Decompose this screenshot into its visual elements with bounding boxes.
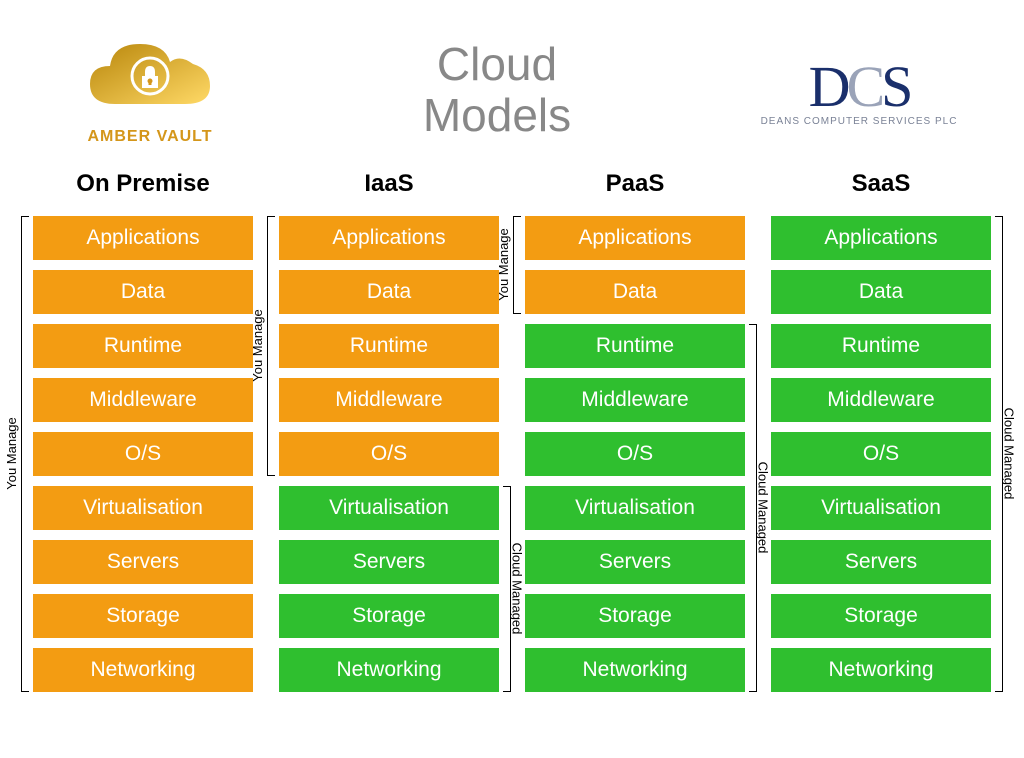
column-header: SaaS	[771, 170, 991, 198]
layer-o-s: O/S	[525, 432, 745, 476]
layer-storage: Storage	[279, 594, 499, 638]
layer-runtime: Runtime	[771, 324, 991, 368]
layers: Applications Data Runtime Middleware O/S Virt…	[771, 216, 991, 692]
cloud-lock-icon	[85, 34, 215, 119]
layer-applications: Applications	[771, 216, 991, 260]
bracket-you_manage	[267, 216, 275, 476]
layer-o-s: O/S	[771, 432, 991, 476]
column-on-premise: On Premise Applications Data Runtime Middlew…	[33, 170, 253, 692]
dcs-subtitle: DEANS COMPUTER SERVICES PLC	[744, 116, 974, 127]
bracket-you_manage	[513, 216, 521, 314]
layer-applications: Applications	[279, 216, 499, 260]
layer-servers: Servers	[279, 540, 499, 584]
layer-networking: Networking	[279, 648, 499, 692]
dcs-logo: DCS DEANS COMPUTER SERVICES PLC	[744, 53, 974, 127]
bracket-label-cloud_managed: Cloud Managed	[756, 462, 771, 554]
layer-servers: Servers	[33, 540, 253, 584]
column-paas: PaaS Applications Data Runtime Middleware O/S…	[525, 170, 745, 692]
layer-middleware: Middleware	[771, 378, 991, 422]
layer-data: Data	[279, 270, 499, 314]
column-iaas: IaaS Applications Data Runtime Middleware O/S…	[279, 170, 499, 692]
column-header: PaaS	[525, 170, 745, 198]
bracket-label-cloud_managed: Cloud Managed	[1002, 408, 1017, 500]
layer-data: Data	[33, 270, 253, 314]
layer-networking: Networking	[33, 648, 253, 692]
layer-o-s: O/S	[279, 432, 499, 476]
layer-virtualisation: Virtualisation	[771, 486, 991, 530]
column-header: On Premise	[33, 170, 253, 198]
layer-middleware: Middleware	[525, 378, 745, 422]
layer-applications: Applications	[525, 216, 745, 260]
layer-virtualisation: Virtualisation	[525, 486, 745, 530]
layer-servers: Servers	[525, 540, 745, 584]
layer-storage: Storage	[525, 594, 745, 638]
layer-virtualisation: Virtualisation	[33, 486, 253, 530]
layer-middleware: Middleware	[279, 378, 499, 422]
amber-vault-text: AMBER VAULT	[50, 128, 250, 146]
title-line-1: Cloud	[437, 38, 557, 90]
title-line-2: Models	[423, 89, 571, 141]
layer-runtime: Runtime	[33, 324, 253, 368]
layer-networking: Networking	[771, 648, 991, 692]
layer-runtime: Runtime	[525, 324, 745, 368]
page-title: Cloud Models	[250, 39, 744, 140]
columns-container: On Premise Applications Data Runtime Middlew…	[0, 170, 1024, 692]
layer-storage: Storage	[771, 594, 991, 638]
bracket-label-you_manage: You Manage	[250, 309, 265, 382]
layer-servers: Servers	[771, 540, 991, 584]
layer-storage: Storage	[33, 594, 253, 638]
column-header: IaaS	[279, 170, 499, 198]
bracket-label-cloud_managed: Cloud Managed	[510, 543, 525, 635]
amber-vault-logo: AMBER VAULT	[50, 34, 250, 146]
bracket-label-you_manage: You Manage	[496, 228, 511, 301]
layer-middleware: Middleware	[33, 378, 253, 422]
layers: Applications Data Runtime Middleware O/S Virt…	[525, 216, 745, 692]
layer-virtualisation: Virtualisation	[279, 486, 499, 530]
layer-data: Data	[771, 270, 991, 314]
layer-runtime: Runtime	[279, 324, 499, 368]
layer-o-s: O/S	[33, 432, 253, 476]
column-saas: SaaS Applications Data Runtime Middleware O/S…	[771, 170, 991, 692]
header: AMBER VAULT Cloud Models DCS DEANS COMPU…	[0, 0, 1024, 170]
layer-data: Data	[525, 270, 745, 314]
layers: Applications Data Runtime Middleware O/S Virt…	[33, 216, 253, 692]
layers: Applications Data Runtime Middleware O/S Virt…	[279, 216, 499, 692]
bracket-you_manage	[21, 216, 29, 692]
layer-applications: Applications	[33, 216, 253, 260]
bracket-label-you_manage: You Manage	[4, 417, 19, 490]
layer-networking: Networking	[525, 648, 745, 692]
dcs-brand: DCS	[744, 53, 974, 120]
